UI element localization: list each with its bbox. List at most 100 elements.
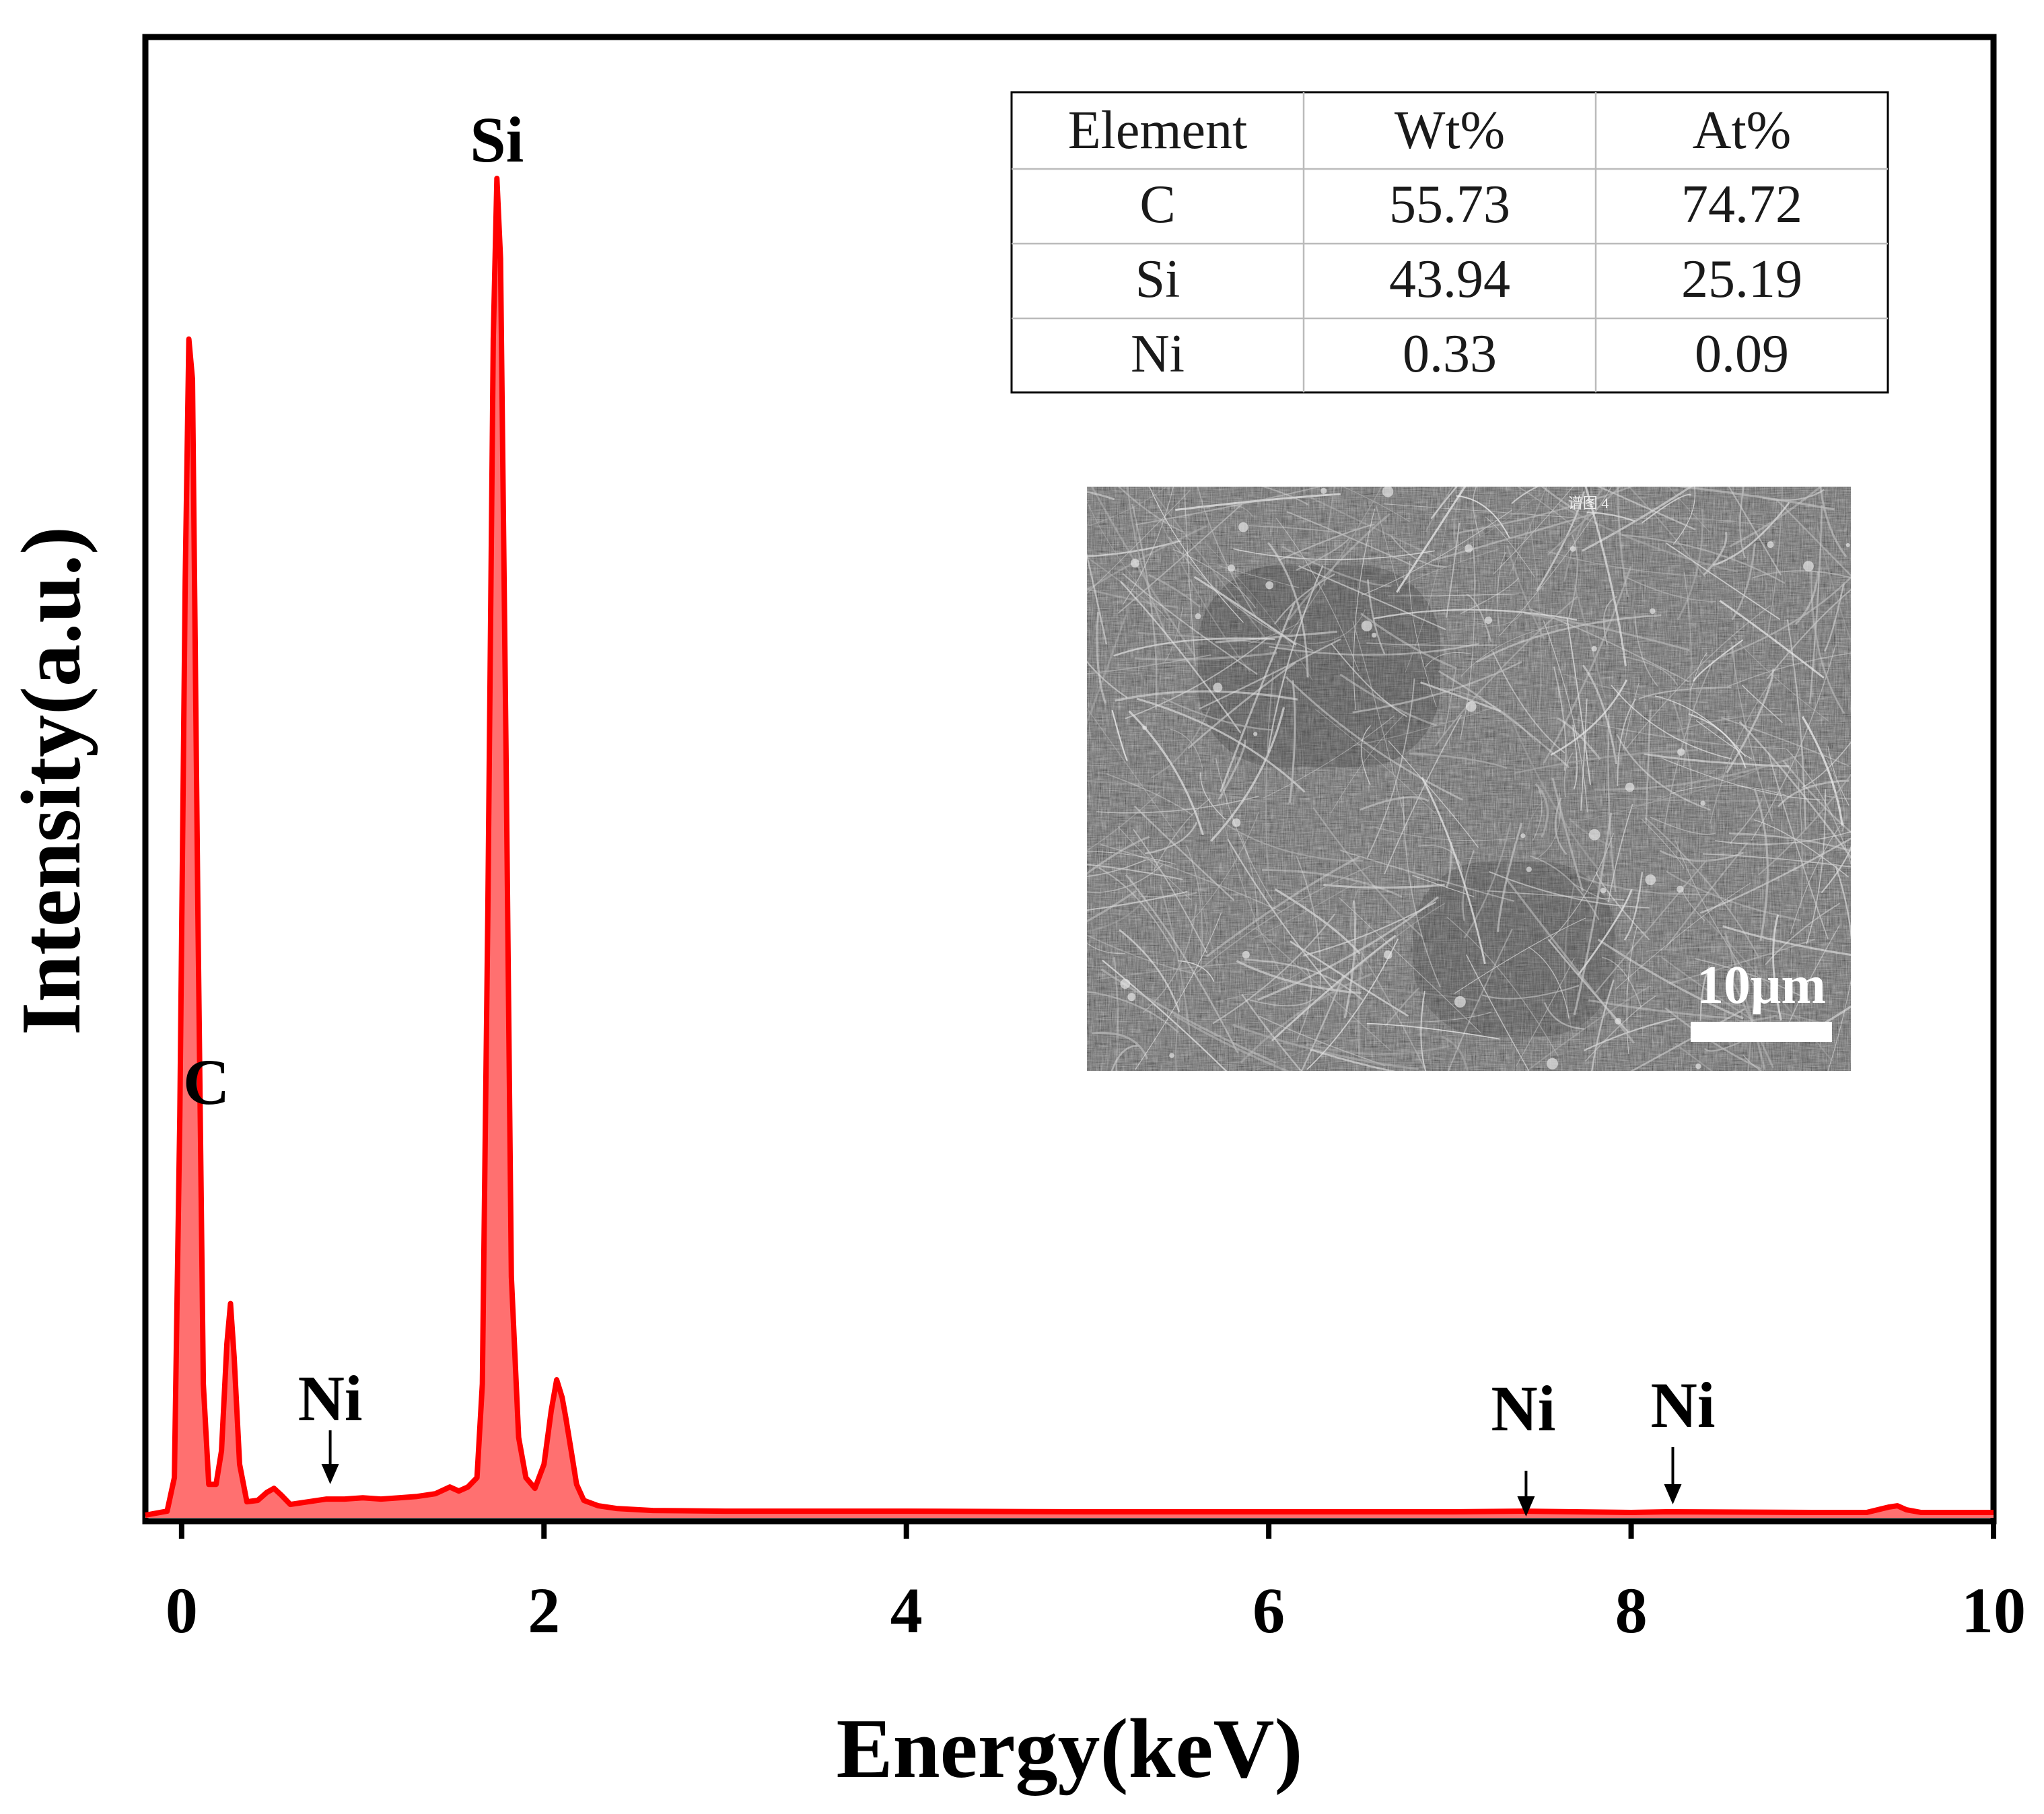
sem-nanowire-strand xyxy=(1087,890,1137,923)
sem-nanowire-strand xyxy=(1728,487,1782,576)
sem-nanowire-strand xyxy=(1219,600,1296,793)
sem-particle xyxy=(1650,608,1656,615)
sem-nanowire-strand xyxy=(1195,866,1371,975)
sem-nanowire-strand xyxy=(1591,979,1615,1071)
sem-nanowire-strand xyxy=(1557,503,1738,573)
sem-nanowire-strand xyxy=(1263,716,1395,799)
sem-nanowire-strand xyxy=(1128,710,1204,835)
sem-particle xyxy=(1547,1057,1558,1070)
sem-nanowire-strand xyxy=(1630,1008,1745,1071)
sem-nanowire-strand xyxy=(1418,845,1463,872)
sem-nanowire-strand xyxy=(1727,652,1851,687)
sem-nanowire-strand xyxy=(1601,956,1642,1008)
table-header-at: At% xyxy=(1693,101,1792,160)
sem-nanowire-strand xyxy=(1111,709,1128,761)
sem-nanowire-strand xyxy=(1466,954,1530,1071)
sem-nanowire-strand xyxy=(1825,795,1851,800)
sem-nanowire-strand xyxy=(1709,679,1773,825)
sem-particle xyxy=(1700,800,1705,806)
sem-nanowire-strand xyxy=(1719,576,1851,658)
sem-nanowire-strand xyxy=(1352,660,1522,713)
sem-nanowire-strand xyxy=(1448,928,1513,1071)
peak-arrow-head xyxy=(1517,1496,1535,1516)
sem-nanowire-strand xyxy=(1835,866,1851,939)
sem-nanowire-strand xyxy=(1148,573,1201,608)
sem-nanowire-strand xyxy=(1543,620,1588,812)
sem-nanowire-strand xyxy=(1210,707,1285,842)
sem-nanowire-strand xyxy=(1159,520,1251,672)
sem-nanowire-strand xyxy=(1205,856,1360,958)
sem-nanowire-strand xyxy=(1675,840,1763,998)
sem-particle xyxy=(1130,559,1139,567)
sem-nanowire-strand xyxy=(1096,611,1107,704)
sem-nanowire-strand xyxy=(1726,970,1774,1068)
sem-nanowire-strand xyxy=(1607,713,1617,893)
sem-nanowire-strand xyxy=(1298,565,1446,631)
table-cell: 0.09 xyxy=(1695,324,1789,384)
sem-nanowire-strand xyxy=(1582,664,1618,765)
sem-nanowire-strand xyxy=(1366,642,1497,646)
sem-nanowire-strand xyxy=(1125,637,1268,720)
scale-bar xyxy=(1691,1022,1832,1042)
sem-nanowire-strand xyxy=(1227,825,1364,862)
sem-nanowire-strand xyxy=(1186,845,1203,970)
sem-nanowire-strand xyxy=(1724,932,1766,1070)
sem-nanowire-strand xyxy=(1731,634,1830,722)
sem-nanowire-strand xyxy=(1541,487,1578,512)
sem-nanowire-strand xyxy=(1133,805,1235,901)
sem-nanowire-strand xyxy=(1459,530,1475,741)
sem-nanowire-strand xyxy=(1582,487,1693,552)
sem-nanowire-strand xyxy=(1688,713,1747,769)
sem-nanowire-strand xyxy=(1572,883,1616,902)
sem-nanowire-strand xyxy=(1331,903,1446,990)
sem-nanowire-strand xyxy=(1573,812,1613,1016)
sem-particle xyxy=(1526,866,1532,872)
sem-nanowire-strand xyxy=(1277,523,1375,561)
sem-particle xyxy=(1120,979,1131,989)
sem-nanowire-strand xyxy=(1087,501,1168,621)
sem-nanowire-strand xyxy=(1729,487,1823,548)
sem-nanowire-strand xyxy=(1772,914,1782,1021)
sem-nanowire-strand xyxy=(1306,938,1399,1070)
sem-nanowire-strand xyxy=(1144,821,1198,855)
sem-nanowire-strand xyxy=(1808,505,1823,704)
sem-particle xyxy=(1382,487,1394,497)
sem-nanowire-strand xyxy=(1087,660,1128,699)
sem-nanowire-strand xyxy=(1572,724,1578,790)
sem-nanowire-strand xyxy=(1668,487,1710,532)
sem-nanowire-strand xyxy=(1819,487,1847,558)
sem-nanowire-strand xyxy=(1603,596,1617,645)
sem-nanowire-strand xyxy=(1827,979,1851,1071)
sem-nanowire-strand xyxy=(1672,487,1835,511)
sem-nanowire-strand xyxy=(1536,491,1585,592)
table-header-wt: Wt% xyxy=(1395,101,1505,160)
sem-nanowire-strand xyxy=(1491,651,1565,754)
table-header-element: Element xyxy=(1068,101,1248,160)
scale-bar-label: 10μm xyxy=(1697,956,1826,1015)
sem-nanowire-strand xyxy=(1445,841,1452,888)
sem-nanowire-strand xyxy=(1175,987,1183,1071)
sem-particle xyxy=(1320,487,1327,494)
sem-inset-image: 谱图 4 10μm xyxy=(1087,487,1851,1071)
sem-nanowire-strand xyxy=(1563,487,1606,582)
sem-nanowire-strand xyxy=(1524,794,1552,843)
sem-nanowire-strand xyxy=(1675,1043,1713,1071)
sem-particle xyxy=(1677,748,1685,756)
sem-nanowire-strand xyxy=(1623,683,1640,751)
sem-nanowire-strand xyxy=(1752,570,1851,579)
sem-nanowire-strand xyxy=(1193,575,1297,646)
sem-nanowire-strand xyxy=(1087,491,1115,501)
sem-nanowire-strand xyxy=(1677,713,1786,732)
sem-nanowire-strand xyxy=(1729,798,1763,845)
sem-nanowire-strand xyxy=(1102,959,1228,1071)
sem-nanowire-strand xyxy=(1442,1036,1469,1071)
sem-nanowire-strand xyxy=(1288,680,1296,803)
sem-nanowire-strand xyxy=(1111,1045,1140,1071)
sem-nanowire-strand xyxy=(1184,487,1196,666)
sem-nanowire-strand xyxy=(1446,916,1559,1057)
sem-nanowire-strand xyxy=(1323,883,1445,889)
sem-nanowire-strand xyxy=(1131,503,1158,709)
sem-nanowire-strand xyxy=(1638,687,1732,700)
sem-particle xyxy=(1454,996,1466,1008)
